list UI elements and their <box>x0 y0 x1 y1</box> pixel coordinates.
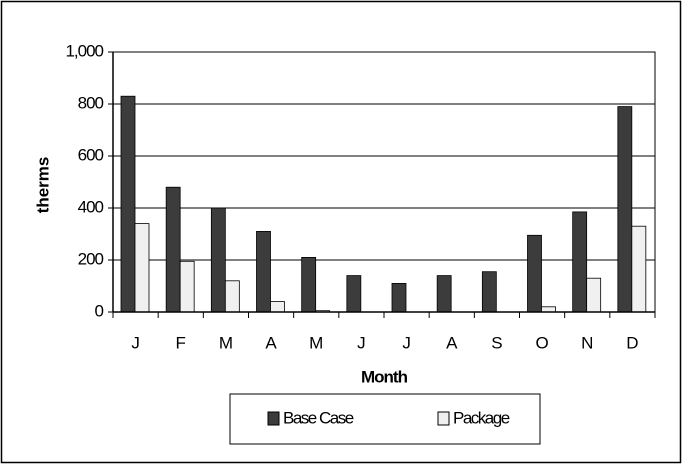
plot-area <box>112 51 656 313</box>
bar <box>586 277 602 313</box>
bar <box>346 275 362 313</box>
bar <box>541 306 556 313</box>
bar <box>572 211 588 313</box>
y-tick-label: 800 <box>78 93 104 112</box>
bar <box>617 106 633 313</box>
y-tick-label: 0 <box>95 301 104 320</box>
x-tick-label: M <box>219 333 233 352</box>
bar <box>179 260 195 313</box>
bar <box>165 186 181 313</box>
x-tick-label: O <box>535 333 548 352</box>
bar <box>436 275 452 313</box>
legend <box>229 393 541 445</box>
x-tick-label: N <box>581 333 593 352</box>
x-tick-label: S <box>491 333 502 352</box>
y-tick-label: 200 <box>78 249 104 268</box>
bar <box>301 256 317 313</box>
y-tick-label: 1,000 <box>65 41 103 60</box>
bar <box>391 282 407 313</box>
x-tick-label: M <box>309 333 323 352</box>
x-tick-label: F <box>176 333 186 352</box>
bar <box>120 95 136 313</box>
x-tick-label: J <box>357 333 366 352</box>
x-tick-label: J <box>131 333 140 352</box>
legend-label: Base Case <box>283 408 354 427</box>
x-tick-label: D <box>626 333 638 352</box>
x-tick-label: J <box>402 333 411 352</box>
y-tick-label: 600 <box>78 145 104 164</box>
bar <box>256 230 271 313</box>
x-tick-label: A <box>446 333 458 352</box>
legend-label: Package <box>453 408 510 427</box>
bar <box>481 271 497 313</box>
y-tick-label: 400 <box>78 197 104 216</box>
x-axis-label: Month <box>361 367 408 386</box>
bar <box>631 225 647 313</box>
y-axis-label: therms <box>33 157 52 214</box>
legend-swatch <box>437 411 450 426</box>
bar <box>134 223 150 313</box>
legend-swatch <box>267 411 280 426</box>
bar <box>210 207 226 313</box>
bar <box>527 234 542 313</box>
x-tick-label: A <box>265 333 277 352</box>
bar <box>270 301 285 313</box>
bar <box>224 280 240 313</box>
